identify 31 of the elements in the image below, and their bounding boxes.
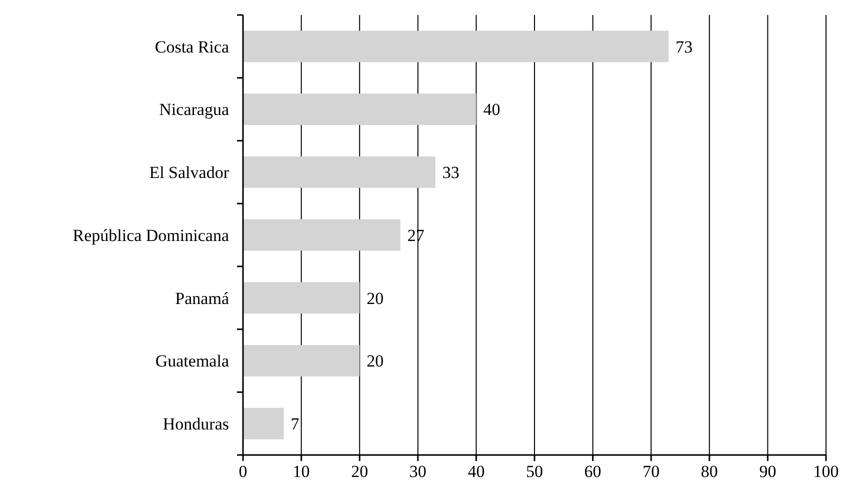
x-tick-label: 100 <box>813 462 839 481</box>
x-tick-label: 70 <box>642 462 660 481</box>
x-tick-label: 50 <box>526 462 543 481</box>
data-label: 7 <box>290 414 300 434</box>
bar <box>243 282 360 314</box>
bar <box>243 156 436 188</box>
x-tick-label: 30 <box>409 462 426 481</box>
x-tick-label: 10 <box>292 462 310 481</box>
data-label: 20 <box>366 352 384 371</box>
bar <box>243 94 476 125</box>
bar <box>243 345 360 376</box>
bar <box>243 219 400 251</box>
x-tick-label: 60 <box>584 462 602 481</box>
x-tick-label: 20 <box>351 462 368 481</box>
y-tick-label: El Salvador <box>149 163 230 182</box>
data-label: 33 <box>442 163 460 182</box>
x-tick-label: 90 <box>759 462 776 481</box>
x-tick-label: 40 <box>468 462 485 481</box>
y-tick-label: Costa Rica <box>154 37 230 56</box>
data-label: 73 <box>676 37 693 56</box>
x-tick-label: 0 <box>238 462 248 481</box>
data-label: 40 <box>483 100 500 120</box>
y-tick-label: Panamá <box>175 288 230 308</box>
data-label: 20 <box>366 288 384 308</box>
bar <box>243 408 284 440</box>
bar <box>243 30 669 62</box>
y-tick-label: República Dominicana <box>72 226 230 245</box>
x-tick-label: 80 <box>700 462 718 481</box>
y-tick-label: Nicaragua <box>159 100 230 120</box>
y-tick-label: Honduras <box>162 414 229 434</box>
y-tick-label: Guatemala <box>155 352 230 371</box>
